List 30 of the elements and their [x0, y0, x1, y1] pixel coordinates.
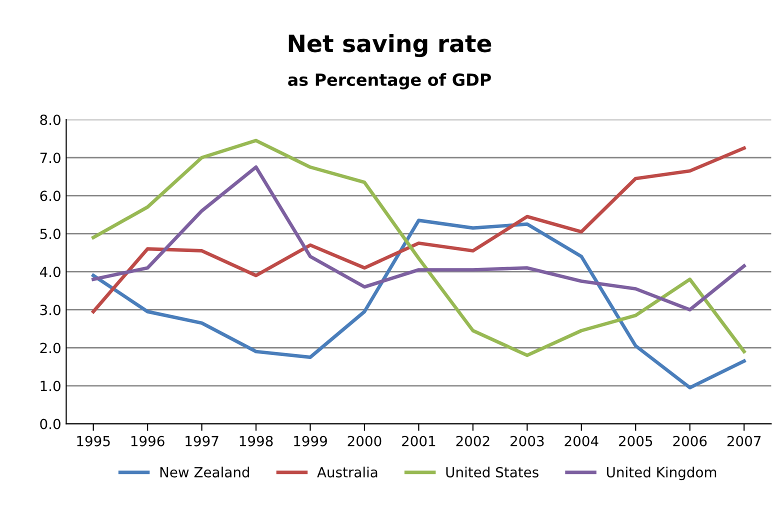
- chart-title: Net saving rate: [288, 34, 492, 58]
- y-tick-label: 0.0: [40, 418, 60, 430]
- line-series: [92, 218, 746, 390]
- x-tick-label: 2002: [456, 436, 490, 446]
- x-tick-label: 1995: [77, 436, 110, 446]
- x-tick-label: 2005: [618, 436, 652, 446]
- x-tick-label: 2003: [510, 436, 544, 446]
- y-tick-label: 8.0: [40, 114, 60, 126]
- y-tick-label: 2.0: [40, 342, 60, 354]
- legend-label: United Kingdom: [607, 466, 716, 480]
- chart-subtitle: as Percentage of GDP: [288, 73, 491, 90]
- x-tick-label: 2004: [564, 436, 598, 446]
- y-tick-label: 4.0: [40, 266, 60, 278]
- legend-label: New Zealand: [160, 466, 250, 478]
- x-tick-label: 1997: [186, 436, 218, 446]
- x-tick-label: 1996: [131, 436, 164, 446]
- legend-label: United States: [446, 466, 538, 478]
- line-series: [92, 138, 746, 358]
- y-tick-label: 6.0: [40, 190, 60, 202]
- y-tick-label: 1.0: [40, 380, 60, 392]
- x-tick-label: 1999: [294, 436, 327, 446]
- y-tick-label: 7.0: [40, 152, 60, 164]
- x-tick-label: 2000: [348, 436, 382, 446]
- y-tick-label: 3.0: [40, 304, 60, 316]
- x-tick-label: 2001: [402, 436, 436, 446]
- legend-label: Australia: [317, 466, 378, 478]
- x-tick-label: 1998: [240, 436, 273, 446]
- x-tick-label: 2006: [673, 436, 707, 446]
- x-tick-label: 2007: [727, 436, 761, 446]
- y-tick-label: 5.0: [40, 228, 60, 240]
